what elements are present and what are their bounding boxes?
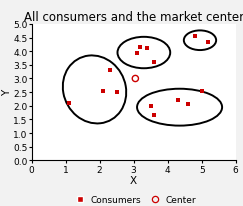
Legend: Consumers, Center: Consumers, Center (67, 192, 200, 206)
Point (176, 99, 180, 103)
Point (115, 91, 119, 94)
Point (200, 90, 204, 93)
Y-axis label: Y: Y (2, 90, 12, 96)
Point (133, 77, 137, 81)
Point (108, 69, 112, 73)
Point (101, 90, 105, 93)
Point (139, 46, 142, 49)
Point (135, 52, 139, 55)
Point (149, 105, 153, 108)
Point (152, 61, 156, 64)
X-axis label: X: X (130, 175, 137, 185)
Point (207, 41, 210, 44)
Point (186, 103, 190, 107)
Point (145, 48, 149, 51)
Point (152, 114, 156, 117)
Title: All consumers and the market center: All consumers and the market center (24, 11, 243, 23)
Point (193, 35, 197, 39)
Point (67, 102, 71, 105)
